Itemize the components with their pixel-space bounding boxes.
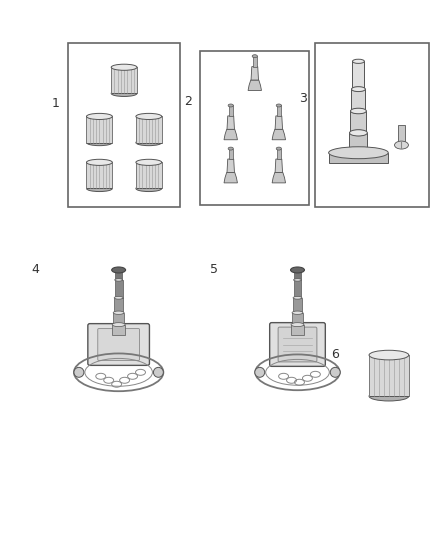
Ellipse shape (395, 141, 408, 149)
Ellipse shape (111, 91, 137, 96)
Text: 5: 5 (210, 263, 218, 277)
Polygon shape (292, 313, 303, 325)
Ellipse shape (353, 87, 364, 91)
Ellipse shape (291, 322, 304, 327)
Ellipse shape (113, 311, 124, 314)
Polygon shape (350, 133, 367, 153)
Polygon shape (86, 163, 112, 189)
Polygon shape (351, 89, 365, 111)
Polygon shape (350, 111, 366, 133)
Ellipse shape (86, 159, 112, 165)
Ellipse shape (294, 269, 301, 271)
Polygon shape (113, 313, 124, 325)
Ellipse shape (369, 350, 409, 360)
Ellipse shape (252, 55, 258, 58)
Polygon shape (114, 298, 123, 313)
Text: 2: 2 (184, 94, 192, 108)
Bar (68, 43, 180, 207)
Ellipse shape (351, 109, 365, 114)
Polygon shape (229, 149, 233, 159)
Ellipse shape (293, 279, 301, 281)
Polygon shape (398, 125, 406, 145)
Ellipse shape (369, 391, 409, 401)
Polygon shape (294, 270, 301, 280)
Ellipse shape (153, 367, 163, 377)
Polygon shape (251, 67, 258, 80)
Ellipse shape (86, 185, 112, 191)
Text: 4: 4 (31, 263, 39, 277)
Polygon shape (112, 325, 125, 335)
Polygon shape (277, 149, 281, 159)
FancyBboxPatch shape (278, 327, 317, 362)
Ellipse shape (353, 59, 364, 63)
Ellipse shape (330, 367, 340, 377)
Polygon shape (272, 130, 286, 140)
Polygon shape (272, 173, 286, 183)
Ellipse shape (136, 140, 162, 146)
Bar (200, 51, 309, 205)
Ellipse shape (228, 104, 233, 107)
Polygon shape (115, 280, 123, 298)
Polygon shape (227, 116, 234, 130)
Ellipse shape (86, 140, 112, 146)
Bar (315, 43, 429, 207)
Ellipse shape (328, 147, 388, 159)
Ellipse shape (350, 150, 367, 156)
Text: 6: 6 (332, 348, 339, 361)
Ellipse shape (228, 147, 233, 150)
Ellipse shape (112, 322, 125, 327)
Polygon shape (224, 130, 237, 140)
Polygon shape (227, 159, 234, 173)
Polygon shape (293, 298, 302, 313)
Polygon shape (86, 116, 112, 143)
Ellipse shape (276, 104, 282, 107)
Text: 3: 3 (300, 92, 307, 104)
Polygon shape (136, 116, 162, 143)
Ellipse shape (111, 64, 137, 70)
Polygon shape (224, 173, 237, 183)
Ellipse shape (115, 269, 122, 271)
Polygon shape (293, 280, 301, 298)
Ellipse shape (114, 296, 123, 299)
Ellipse shape (115, 279, 123, 281)
Ellipse shape (350, 130, 366, 135)
Polygon shape (291, 325, 304, 335)
Ellipse shape (136, 159, 162, 165)
Polygon shape (277, 106, 281, 116)
Polygon shape (275, 159, 283, 173)
FancyBboxPatch shape (270, 322, 325, 366)
Ellipse shape (292, 311, 303, 314)
Polygon shape (229, 106, 233, 116)
Ellipse shape (293, 296, 302, 299)
Ellipse shape (290, 267, 304, 273)
Ellipse shape (112, 267, 126, 273)
Ellipse shape (136, 114, 162, 119)
Ellipse shape (136, 185, 162, 191)
FancyBboxPatch shape (88, 324, 149, 365)
Polygon shape (353, 61, 364, 89)
Polygon shape (111, 67, 137, 93)
Polygon shape (136, 163, 162, 189)
Polygon shape (115, 270, 122, 280)
FancyBboxPatch shape (98, 329, 140, 360)
Ellipse shape (255, 367, 265, 377)
Ellipse shape (350, 130, 367, 136)
Ellipse shape (350, 108, 366, 114)
Polygon shape (248, 80, 261, 91)
Polygon shape (369, 355, 409, 396)
Ellipse shape (351, 87, 365, 92)
Polygon shape (275, 116, 283, 130)
Polygon shape (328, 153, 388, 163)
Text: 1: 1 (52, 96, 60, 110)
Ellipse shape (74, 367, 84, 377)
Polygon shape (253, 56, 257, 67)
Ellipse shape (276, 147, 282, 150)
Ellipse shape (86, 114, 112, 119)
